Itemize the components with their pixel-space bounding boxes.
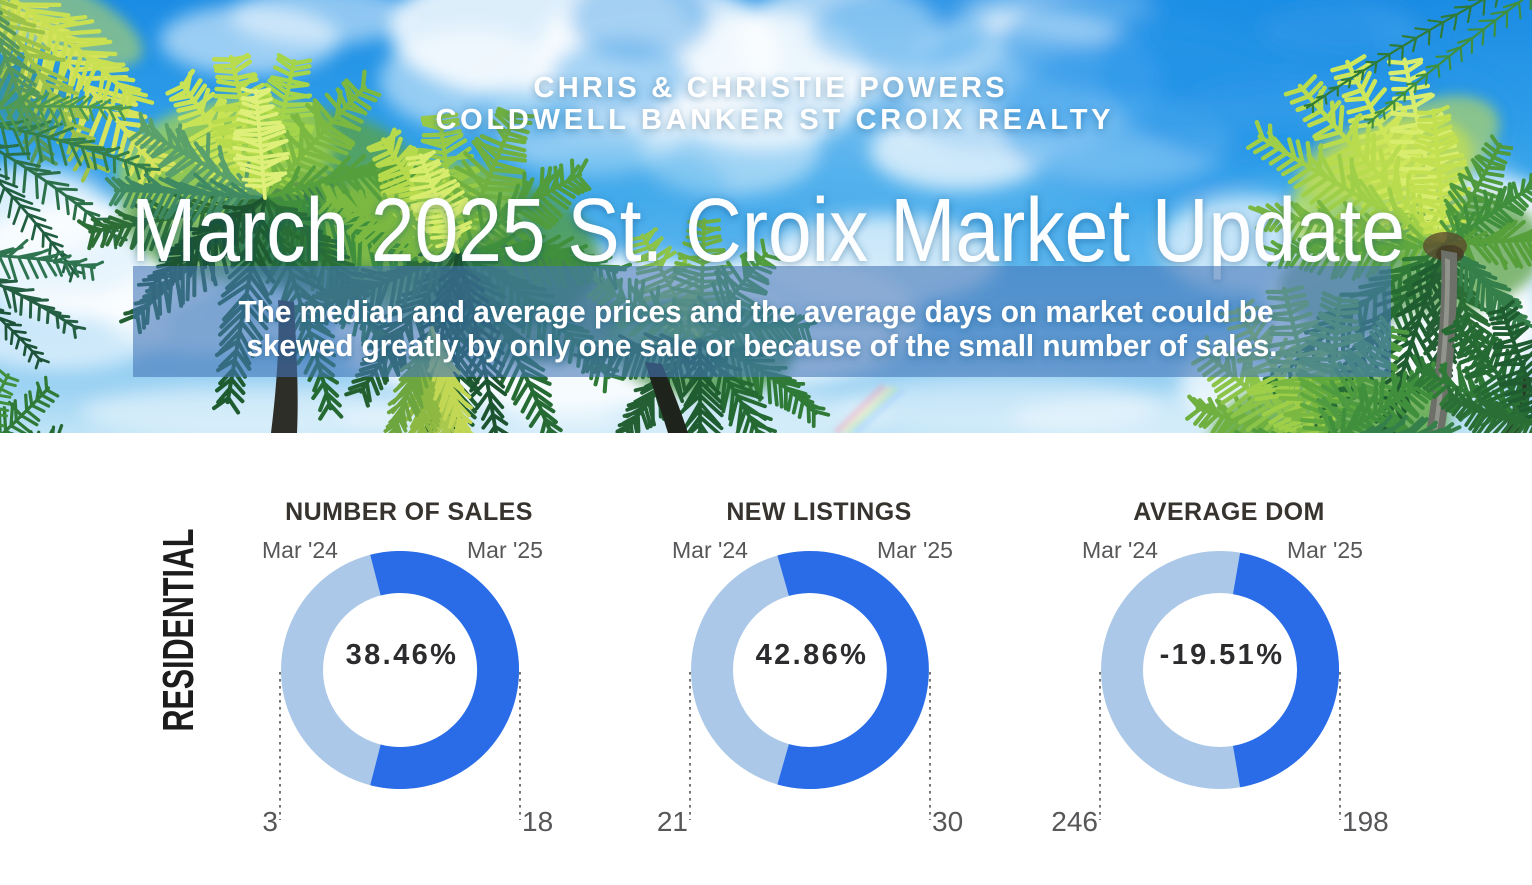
svg-text:246: 246 [1051, 806, 1098, 837]
svg-text:RESIDENTIAL: RESIDENTIAL [154, 529, 203, 732]
svg-text:38.46%: 38.46% [346, 639, 459, 671]
svg-text:NUMBER OF SALES: NUMBER OF SALES [285, 498, 533, 526]
svg-text:March 2025 St. Croix Market Up: March 2025 St. Croix Market Update [131, 181, 1405, 281]
svg-text:The median and average prices: The median and average prices and the av… [239, 294, 1274, 329]
svg-text:18: 18 [522, 806, 553, 837]
svg-text:NEW LISTINGS: NEW LISTINGS [726, 498, 911, 526]
svg-text:198: 198 [1342, 806, 1389, 837]
svg-text:42.86%: 42.86% [756, 639, 869, 671]
svg-text:3: 3 [262, 806, 278, 837]
svg-text:skewed greatly by only one sal: skewed greatly by only one sale or becau… [247, 328, 1278, 363]
svg-text:AVERAGE DOM: AVERAGE DOM [1133, 498, 1324, 526]
svg-text:Mar '25: Mar '25 [467, 537, 543, 563]
svg-text:Mar '25: Mar '25 [1287, 537, 1363, 563]
svg-text:Mar '24: Mar '24 [262, 537, 338, 563]
svg-text:Mar '24: Mar '24 [1082, 537, 1158, 563]
svg-text:COLDWELL BANKER ST CROIX REALT: COLDWELL BANKER ST CROIX REALTY [436, 104, 1111, 136]
svg-text:Mar '25: Mar '25 [877, 537, 953, 563]
svg-text:21: 21 [657, 806, 688, 837]
svg-text:-19.51%: -19.51% [1160, 639, 1285, 671]
svg-text:30: 30 [932, 806, 963, 837]
svg-text:Mar '24: Mar '24 [672, 537, 748, 563]
